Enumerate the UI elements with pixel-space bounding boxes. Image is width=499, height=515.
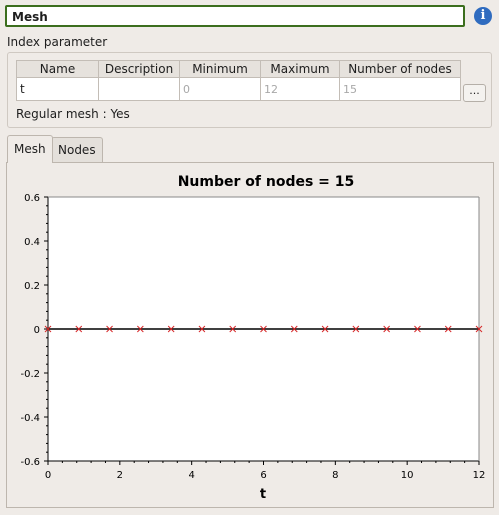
marker-stroke bbox=[352, 325, 360, 333]
name-field[interactable]: Mesh bbox=[5, 5, 465, 27]
y-tick-label: 0.2 bbox=[24, 281, 40, 292]
marker-stroke bbox=[229, 325, 237, 333]
x-tick-label: 6 bbox=[260, 470, 266, 481]
mesh-node-marker bbox=[414, 325, 421, 333]
mesh-node-marker bbox=[136, 325, 144, 333]
y-tick-label: 0 bbox=[34, 325, 40, 336]
y-tick-label: -0.2 bbox=[20, 369, 40, 380]
cell-number-of-nodes[interactable]: 15 bbox=[339, 77, 461, 101]
y-tick-label: 0.4 bbox=[24, 237, 40, 248]
cell-description[interactable] bbox=[98, 77, 180, 101]
mesh-node-marker bbox=[44, 325, 52, 333]
column-name-header: Name bbox=[16, 60, 99, 78]
more-button[interactable]: ... bbox=[463, 84, 486, 102]
index-parameter-table: Name Description Minimum Maximum Number … bbox=[16, 60, 461, 101]
mesh-node-marker bbox=[106, 325, 113, 333]
cell-minimum[interactable]: 0 bbox=[179, 77, 261, 101]
table-row: t 0 12 15 bbox=[16, 77, 461, 101]
mesh-node-marker bbox=[444, 325, 452, 333]
column-description-header: Description bbox=[98, 60, 180, 78]
marker-stroke bbox=[106, 325, 113, 333]
cell-name[interactable]: t bbox=[16, 77, 99, 101]
x-tick-label: 0 bbox=[45, 470, 51, 481]
marker-stroke bbox=[290, 325, 298, 333]
marker-stroke bbox=[383, 325, 391, 333]
marker-stroke bbox=[198, 325, 206, 333]
regular-mesh-label: Regular mesh : Yes bbox=[16, 107, 130, 121]
marker-stroke bbox=[136, 325, 144, 333]
info-icon[interactable]: i bbox=[474, 7, 492, 25]
column-maximum-header: Maximum bbox=[260, 60, 340, 78]
x-tick-label: 10 bbox=[401, 470, 414, 481]
cell-maximum[interactable]: 12 bbox=[260, 77, 340, 101]
index-parameter-group bbox=[7, 52, 492, 128]
mesh-node-marker bbox=[321, 325, 329, 333]
marker-stroke bbox=[444, 325, 452, 333]
mesh-node-marker bbox=[167, 325, 175, 333]
mesh-node-marker bbox=[383, 325, 391, 333]
tab-mesh[interactable]: Mesh bbox=[7, 135, 53, 163]
axes: 0.6 0.4 0.2 0 -0.2 -0.4 -0.6 0 2 4 6 8 10 12 bbox=[20, 193, 485, 481]
marker-stroke bbox=[321, 325, 329, 333]
x-tick-label: 2 bbox=[117, 470, 123, 481]
marker-stroke bbox=[475, 325, 483, 333]
mesh-node-marker bbox=[475, 325, 483, 333]
column-number-of-nodes-header: Number of nodes bbox=[339, 60, 461, 78]
series bbox=[44, 325, 483, 333]
y-tick-label: -0.4 bbox=[20, 413, 40, 424]
mesh-node-marker bbox=[75, 325, 83, 333]
x-tick-label: 4 bbox=[188, 470, 194, 481]
marker-stroke bbox=[260, 325, 267, 333]
group-title: Index parameter bbox=[7, 35, 108, 49]
mesh-node-marker bbox=[229, 325, 237, 333]
x-axis-label: t bbox=[260, 487, 266, 502]
marker-stroke bbox=[75, 325, 83, 333]
x-tick-label: 12 bbox=[473, 470, 486, 481]
marker-stroke bbox=[44, 325, 52, 333]
marker-stroke bbox=[414, 325, 421, 333]
mesh-node-marker bbox=[260, 325, 267, 333]
marker-stroke bbox=[167, 325, 175, 333]
chart-title: Number of nodes = 15 bbox=[178, 174, 355, 190]
y-tick-label: 0.6 bbox=[24, 193, 40, 204]
x-tick-label: 8 bbox=[332, 470, 338, 481]
mesh-node-marker bbox=[290, 325, 298, 333]
mesh-node-marker bbox=[352, 325, 360, 333]
mesh-panel bbox=[6, 162, 494, 508]
y-tick-label: -0.6 bbox=[20, 457, 40, 468]
mesh-node-marker bbox=[198, 325, 206, 333]
